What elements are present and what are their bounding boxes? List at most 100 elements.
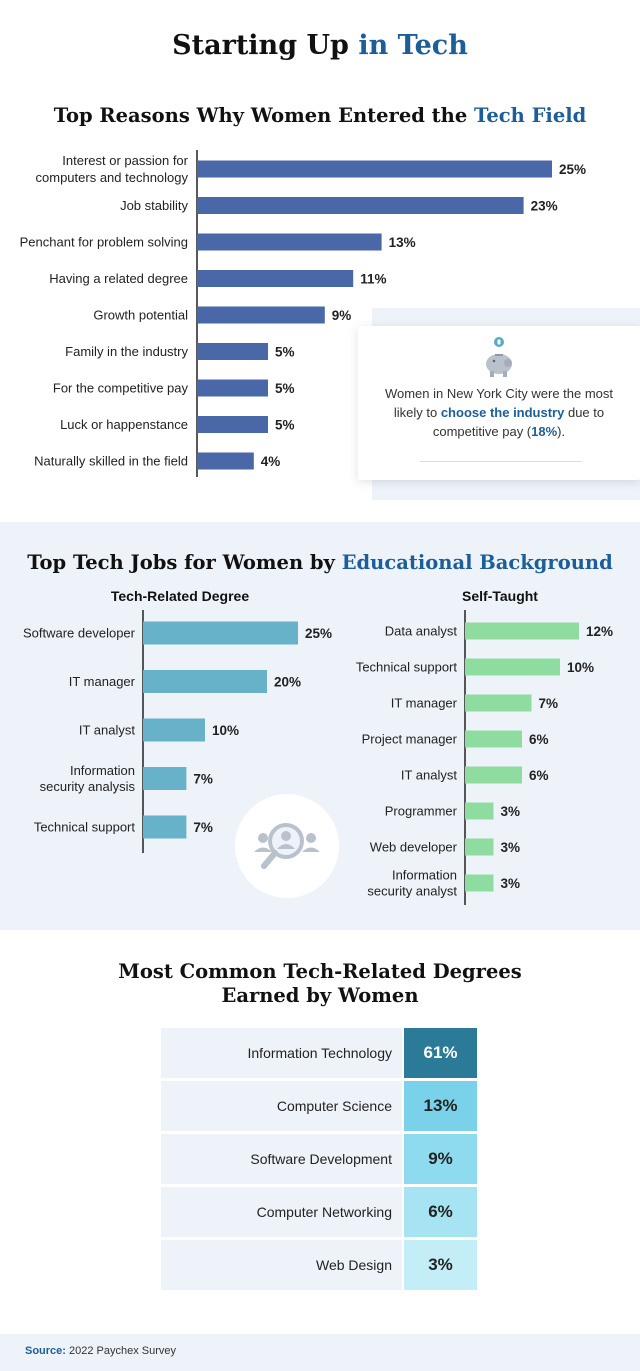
reason-category-label: Job stability [120, 198, 188, 213]
selftaught-job-category-label: IT manager [391, 696, 458, 711]
selftaught-job-value-label: 6% [529, 732, 549, 747]
callout-card: Women in New York City were the most lik… [358, 326, 640, 480]
selftaught-job-bar [465, 730, 522, 748]
reason-category-label: Having a related degree [49, 271, 188, 286]
selftaught-job-bar [465, 694, 532, 712]
selftaught-job-bar [465, 622, 579, 640]
degrees-table-title: Most Common Tech-Related Degrees Earned b… [0, 960, 640, 1008]
degree-row: Software Development 9% [161, 1134, 477, 1184]
reason-bar [197, 416, 268, 433]
degree-row: Information Technology 61% [161, 1028, 477, 1078]
selftaught-job-bar [465, 802, 494, 820]
jobs-title-part1: Top Tech Jobs for Women by [27, 551, 335, 574]
degree-row: Computer Networking 6% [161, 1187, 477, 1237]
selftaught-job-value-label: 3% [501, 876, 521, 891]
piggy-bank-icon [486, 337, 512, 377]
degree-label: Web Design [161, 1240, 402, 1290]
degree-job-bar [143, 718, 205, 742]
selftaught-job-category-label: Programmer [385, 804, 458, 819]
selftaught-jobs-chart: Data analyst 12% Technical support 10% IT ma… [356, 610, 613, 905]
selftaught-job-category-label: Technical support [356, 660, 458, 675]
degree-job-category-label: Software developer [23, 626, 136, 641]
reason-bar [197, 452, 254, 470]
selftaught-job-category-label: Web developer [370, 840, 458, 855]
selftaught-job-category-label: Information [392, 868, 457, 883]
degree-value: 3% [404, 1240, 477, 1290]
selftaught-job-bar [465, 838, 494, 856]
reason-value-label: 5% [275, 418, 295, 433]
degree-jobs-chart: Software developer 25% IT manager 20% IT ana… [23, 610, 332, 853]
reason-value-label: 5% [275, 381, 295, 396]
selftaught-chart-title: Self-Taught [462, 588, 538, 604]
degree-job-value-label: 25% [305, 626, 332, 641]
selftaught-job-category-label: IT analyst [401, 768, 458, 783]
degree-label: Computer Science [161, 1081, 402, 1131]
page-title-part1: Starting Up [172, 30, 349, 61]
reason-bar [197, 306, 325, 324]
selftaught-job-bar [465, 766, 522, 784]
reason-category-label: Growth potential [93, 308, 188, 323]
callout-value: 18% [531, 424, 558, 439]
selftaught-job-value-label: 10% [567, 660, 594, 675]
reason-bar [197, 270, 354, 287]
page-title-part2: in Tech [358, 30, 468, 61]
reason-value-label: 9% [332, 308, 352, 323]
degree-value: 61% [404, 1028, 477, 1078]
source-text: 2022 Paychex Survey [69, 1345, 177, 1357]
selftaught-job-bar [465, 658, 560, 676]
reason-category-label: Interest or passion for [62, 153, 188, 168]
degree-job-category-label: IT manager [69, 674, 136, 689]
reason-category-label: computers and technology [36, 170, 189, 185]
degree-value: 13% [404, 1081, 477, 1131]
degree-label: Computer Networking [161, 1187, 402, 1237]
selftaught-job-bar [465, 874, 494, 892]
selftaught-job-value-label: 3% [501, 804, 521, 819]
degrees-title-line1: Most Common Tech-Related Degrees [118, 960, 522, 983]
reason-value-label: 23% [531, 199, 558, 214]
selftaught-job-value-label: 6% [529, 768, 549, 783]
degree-job-category-label: IT analyst [79, 723, 136, 738]
reason-bar [197, 233, 382, 251]
degrees-title-line2: Earned by Women [221, 984, 419, 1007]
degree-value: 6% [404, 1187, 477, 1237]
footer: Source: 2022 Paychex Survey [0, 1334, 640, 1371]
degree-job-bar [143, 815, 187, 839]
reason-value-label: 13% [389, 235, 416, 250]
page-title: Starting Up in Tech [0, 30, 640, 61]
reason-value-label: 4% [261, 454, 281, 469]
degree-job-category-label: Technical support [34, 820, 136, 835]
degree-job-value-label: 7% [193, 772, 213, 787]
degree-chart-title: Tech-Related Degree [110, 588, 250, 604]
reasons-chart: Interest or passion for computers and tec… [20, 150, 586, 477]
reason-bar [197, 379, 268, 397]
jobs-section-title: Top Tech Jobs for Women by Educational B… [0, 551, 640, 574]
source-label: Source: [25, 1345, 66, 1357]
degree-value: 9% [404, 1134, 477, 1184]
callout-text-middle: due to competitive pay ( [432, 405, 605, 439]
callout-text-end: ). [557, 424, 566, 439]
reason-bar [197, 197, 524, 214]
jobs-title-part2: Educational Background [341, 551, 613, 574]
selftaught-job-category-label: security analyst [367, 884, 457, 899]
reasons-title-part2: Tech Field [474, 104, 587, 127]
reason-category-label: Naturally skilled in the field [34, 454, 188, 469]
selftaught-job-value-label: 7% [539, 696, 559, 711]
callout-highlight: choose the industry [440, 405, 565, 420]
degree-job-value-label: 10% [212, 723, 239, 738]
source-note: Source: 2022 Paychex Survey [25, 1345, 176, 1357]
degree-job-bar [143, 767, 187, 790]
reason-category-label: Penchant for problem solving [20, 235, 188, 250]
degree-row: Web Design 3% [161, 1240, 477, 1290]
degree-label: Software Development [161, 1134, 402, 1184]
selftaught-job-value-label: 3% [501, 840, 521, 855]
selftaught-job-category-label: Project manager [362, 732, 458, 747]
reason-value-label: 25% [559, 162, 586, 177]
people-search-icon [254, 823, 320, 869]
reasons-chart-title: Top Reasons Why Women Entered the Tech F… [0, 104, 640, 127]
degree-label: Information Technology [161, 1028, 402, 1078]
reason-value-label: 5% [275, 345, 295, 360]
degree-row: Computer Science 13% [161, 1081, 477, 1131]
degree-job-bar [143, 670, 267, 693]
reason-category-label: For the competitive pay [53, 381, 189, 396]
callout-divider [420, 461, 582, 462]
